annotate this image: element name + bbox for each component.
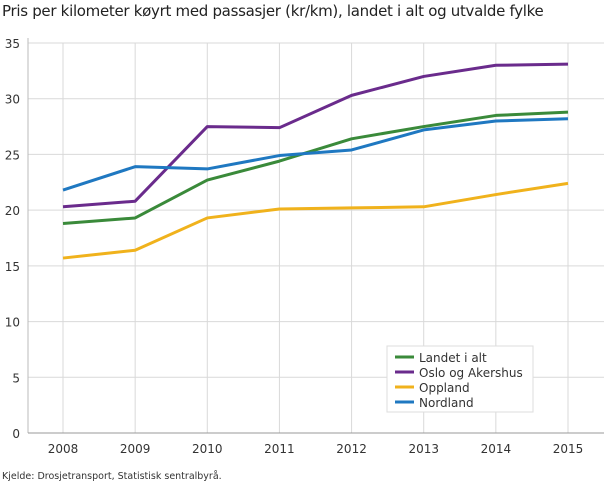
x-tick-label: 2013 <box>408 442 439 456</box>
x-tick-label: 2010 <box>192 442 223 456</box>
x-tick-label: 2008 <box>48 442 79 456</box>
y-tick-label: 35 <box>5 37 20 51</box>
legend-label: Oppland <box>419 381 470 395</box>
series-line-oppland <box>62 181 569 260</box>
legend-label: Oslo og Akershus <box>419 366 523 380</box>
series-line-oslo-og-akershus <box>62 62 569 209</box>
y-tick-label: 25 <box>5 148 20 162</box>
y-tick-label: 0 <box>12 427 20 441</box>
source-note: Kjelde: Drosjetransport, Statistisk sent… <box>2 471 222 482</box>
series-line-landet-i-alt <box>62 110 569 226</box>
x-tick-label: 2015 <box>553 442 584 456</box>
legend-label: Landet i alt <box>419 351 487 365</box>
legend-label: Nordland <box>419 396 474 410</box>
x-tick-label: 2009 <box>120 442 151 456</box>
y-tick-label: 15 <box>5 260 20 274</box>
y-tick-label: 30 <box>5 93 20 107</box>
chart-title: Pris per kilometer køyrt med passasjer (… <box>2 2 544 20</box>
y-tick-label: 20 <box>5 204 20 218</box>
y-tick-label: 10 <box>5 316 20 330</box>
y-tick-label: 5 <box>12 371 20 385</box>
series-line-nordland <box>62 117 569 192</box>
x-tick-label: 2014 <box>481 442 512 456</box>
x-tick-label: 2011 <box>264 442 295 456</box>
x-tick-label: 2012 <box>336 442 367 456</box>
